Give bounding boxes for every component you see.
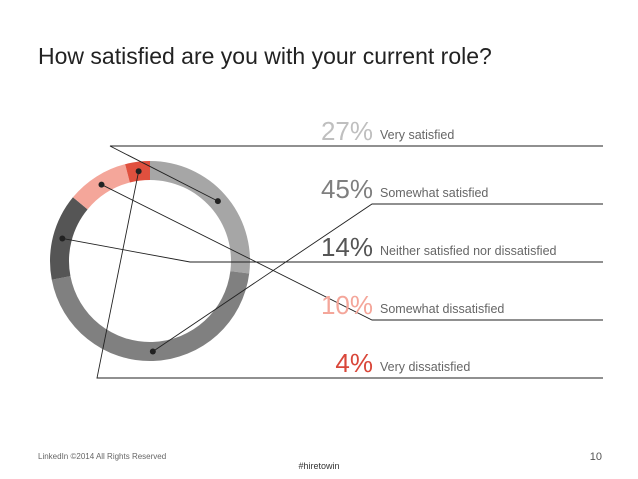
leader-dot (98, 181, 105, 188)
donut-slice (150, 161, 251, 274)
copyright-notice: LinkedIn ©2014 All Rights Reserved (38, 452, 167, 461)
hashtag: #hiretowin (298, 461, 340, 471)
leader-dot (149, 348, 156, 355)
leader-dot (59, 235, 66, 242)
leader-line (109, 145, 603, 202)
chart-title: How satisfied are you with your current … (38, 43, 492, 69)
leader-dot (214, 198, 221, 205)
leader-dot (135, 168, 142, 175)
legend-label: Very satisfied (380, 128, 454, 142)
legend-percent: 45% (321, 174, 373, 204)
legend-label: Very dissatisfied (380, 360, 470, 374)
donut-arcs (50, 161, 251, 361)
legend-percent: 10% (321, 290, 373, 320)
legend-percent: 27% (321, 116, 373, 146)
leader-line (152, 203, 603, 352)
legend-label: Somewhat dissatisfied (380, 302, 504, 316)
legend-label: Neither satisfied nor dissatisfied (380, 244, 557, 258)
legend-percent: 14% (321, 232, 373, 262)
donut-slice (51, 271, 250, 361)
leader-lines (59, 145, 603, 379)
legend-label: Somewhat satisfied (380, 186, 488, 200)
leader-line (101, 184, 603, 321)
donut-slice (50, 197, 88, 280)
leader-line (96, 171, 603, 379)
page-number: 10 (589, 451, 602, 463)
legend-percent: 4% (335, 348, 373, 378)
leader-line (62, 238, 603, 263)
chart-legend: 27% Very satisfied 45% Somewhat satisfied 14… (321, 116, 557, 378)
